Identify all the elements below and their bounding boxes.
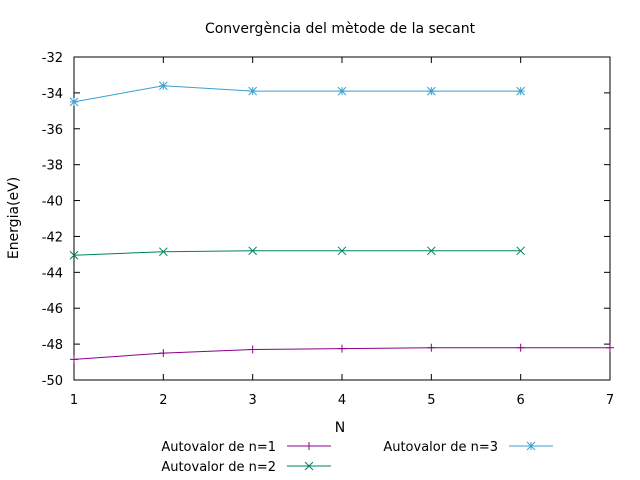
series-2-point <box>248 246 258 256</box>
series-2-point <box>337 246 347 256</box>
series-2-point-stroke <box>426 246 436 256</box>
legend-item-3: Autovalor de n=3 <box>383 440 553 455</box>
y-tick-label: -46 <box>42 302 63 317</box>
legend-swatch-marker-stroke <box>304 461 314 471</box>
legend-item-2: Autovalor de n=2 <box>161 460 331 475</box>
series-3-point-stroke <box>69 97 79 107</box>
series-1-point <box>338 344 346 353</box>
y-tick-label: -48 <box>42 338 63 353</box>
series-3-point <box>69 97 79 107</box>
series-3-point-stroke <box>516 86 526 96</box>
x-axis-ticks: 1 2 3 4 5 6 7 <box>70 57 614 408</box>
y-tick-label: -44 <box>42 266 63 281</box>
legend-label: Autovalor de n=3 <box>383 440 498 455</box>
x-tick-label: 1 <box>70 393 78 408</box>
series-layer <box>69 81 614 364</box>
series-3-point <box>158 81 168 91</box>
y-tick-label: -32 <box>42 51 63 66</box>
series-2-point-stroke <box>69 250 79 260</box>
series-2-point <box>426 246 436 256</box>
x-tick-label: 2 <box>159 393 167 408</box>
plot-frame <box>73 56 611 381</box>
series-1-point <box>606 343 614 352</box>
series-3-point-stroke <box>337 86 347 96</box>
legend-label: Autovalor de n=1 <box>161 440 276 455</box>
legend-item-1: Autovalor de n=1 <box>161 440 331 455</box>
legend: Autovalor de n=1 Autovalor de n=2 Autovalo… <box>161 440 553 475</box>
legend-swatch-marker <box>526 441 536 451</box>
y-tick-label: -50 <box>42 374 63 389</box>
y-tick-label: -36 <box>42 123 63 138</box>
y-tick-label: -42 <box>42 230 63 245</box>
y-tick-label: -38 <box>42 159 63 174</box>
legend-label: Autovalor de n=2 <box>161 460 276 475</box>
plot-border <box>73 56 611 381</box>
series-3-point <box>248 86 258 96</box>
series-1-point <box>70 355 78 364</box>
y-tick-label: -34 <box>42 87 63 102</box>
series-1 <box>70 343 614 364</box>
series-1-point <box>427 343 436 352</box>
series-2-point <box>158 247 168 257</box>
x-axis-label: N <box>335 420 345 436</box>
series-3-point <box>516 86 526 96</box>
legend-swatch-marker <box>305 442 313 450</box>
x-tick-label: 5 <box>427 393 435 408</box>
x-tick-label: 6 <box>517 393 525 408</box>
x-tick-label: 7 <box>606 393 614 408</box>
series-1-point <box>248 345 257 354</box>
series-2-point-stroke <box>337 246 347 256</box>
series-3-point <box>426 86 436 96</box>
legend-swatch-marker <box>304 461 314 471</box>
x-tick-label: 4 <box>338 393 346 408</box>
y-axis-ticks: -50 -48 -46 -44 -42 -40 -38 -36 -34 -32 <box>42 51 610 389</box>
y-axis-label: Energia(eV) <box>6 177 22 259</box>
series-2-point <box>516 246 526 256</box>
series-2-point-stroke <box>516 246 526 256</box>
legend-swatch-marker-stroke <box>526 441 536 451</box>
x-tick-label: 3 <box>249 393 257 408</box>
series-3-point-stroke <box>158 81 168 91</box>
series-2-point-stroke <box>158 247 168 257</box>
series-1-point <box>516 343 525 352</box>
series-2-line <box>73 250 521 256</box>
series-1-point <box>159 349 168 358</box>
y-tick-label: -40 <box>42 195 63 210</box>
series-3-point-stroke <box>426 86 436 96</box>
series-3-point-stroke <box>248 86 258 96</box>
series-3 <box>69 81 526 107</box>
series-2 <box>69 246 526 260</box>
chart-title: Convergència del mètode de la secant <box>205 21 476 37</box>
series-3-line <box>73 85 521 103</box>
series-2-point <box>69 250 79 260</box>
series-3-point <box>337 86 347 96</box>
series-2-point-stroke <box>248 246 258 256</box>
